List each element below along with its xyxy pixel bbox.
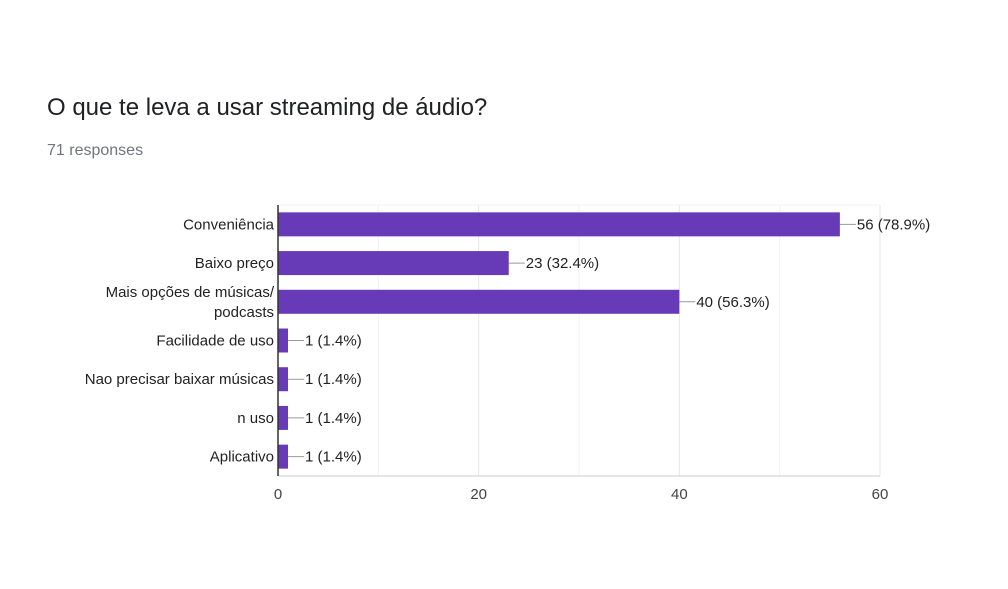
category-label: Aplicativo	[210, 449, 274, 466]
bar	[278, 289, 680, 314]
bar	[278, 444, 289, 469]
chart-title: O que te leva a usar streaming de áudio?	[47, 94, 488, 121]
category-label: Facilidade de uso	[156, 333, 274, 350]
value-label: 40 (56.3%)	[696, 294, 769, 311]
value-label: 1 (1.4%)	[305, 410, 362, 427]
category-label: Conveniência	[183, 216, 275, 233]
x-tick-label: 20	[470, 486, 487, 503]
value-label: 23 (32.4%)	[526, 255, 599, 272]
category-label: Mais opções de músicas/	[106, 284, 275, 301]
bar	[278, 212, 840, 237]
response-count: 71 responses	[47, 142, 144, 159]
bar	[278, 405, 289, 430]
bar	[278, 328, 289, 353]
bar	[278, 251, 509, 276]
x-tick-label: 60	[872, 486, 889, 503]
value-label: 1 (1.4%)	[305, 371, 362, 388]
bar	[278, 367, 289, 392]
category-label: podcasts	[214, 304, 274, 321]
value-label: 1 (1.4%)	[305, 449, 362, 466]
x-tick-label: 40	[671, 486, 688, 503]
category-label: Nao precisar baixar músicas	[85, 371, 274, 388]
category-label: Baixo preço	[195, 255, 274, 272]
category-label: n uso	[237, 410, 274, 427]
value-label: 1 (1.4%)	[305, 333, 362, 350]
x-tick-label: 0	[274, 486, 282, 503]
value-label: 56 (78.9%)	[857, 216, 930, 233]
